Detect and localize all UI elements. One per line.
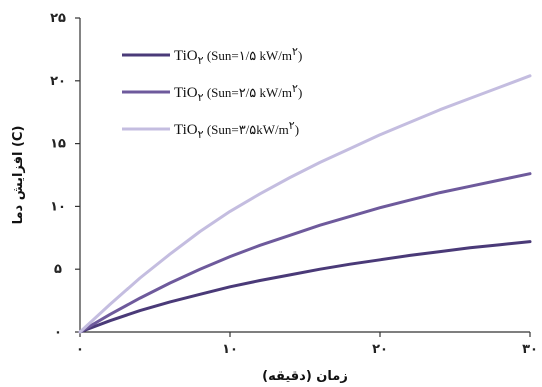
legend: TiO۲ (Sun=۱/۵ kW/m۲) TiO۲ (Sun=۲/۵ kW/m۲)… [122, 46, 302, 141]
x-tick-label: ۳۰ [522, 342, 538, 357]
x-tick-label: ۱۰ [222, 342, 238, 357]
y-tick-label: ۲۵ [50, 11, 66, 26]
x-tick-label: ۰ [76, 342, 84, 357]
y-axis-title: افزایش دما (C) [11, 126, 26, 225]
y-tick-label: ۱۵ [50, 137, 66, 152]
legend-entry-2: TiO۲ (Sun=۲/۵ kW/m۲) [174, 83, 302, 104]
y-tick-label: ۰ [54, 325, 62, 340]
y-tick-label: ۱۰ [50, 199, 66, 214]
series-line-1 [78, 240, 532, 334]
y-tick-label: ۵ [54, 262, 62, 277]
legend-entry-3: TiO۲ (Sun=۳/۵kW/m۲) [174, 120, 299, 141]
x-tick-label: ۲۰ [372, 342, 388, 357]
y-tick-label: ۲۰ [50, 74, 66, 89]
legend-entry-1: TiO۲ (Sun=۱/۵ kW/m۲) [174, 46, 302, 67]
axes: ۰ ۵ ۱۰ ۱۵ ۲۰ ۲۵ ۰ ۱۰ ۲۰ ۳۰ [50, 11, 538, 357]
x-axis-title: زمان (دقیقه) [262, 369, 348, 384]
series-lines [78, 74, 532, 334]
series-line-2 [78, 172, 532, 334]
series-line-3 [78, 74, 532, 334]
